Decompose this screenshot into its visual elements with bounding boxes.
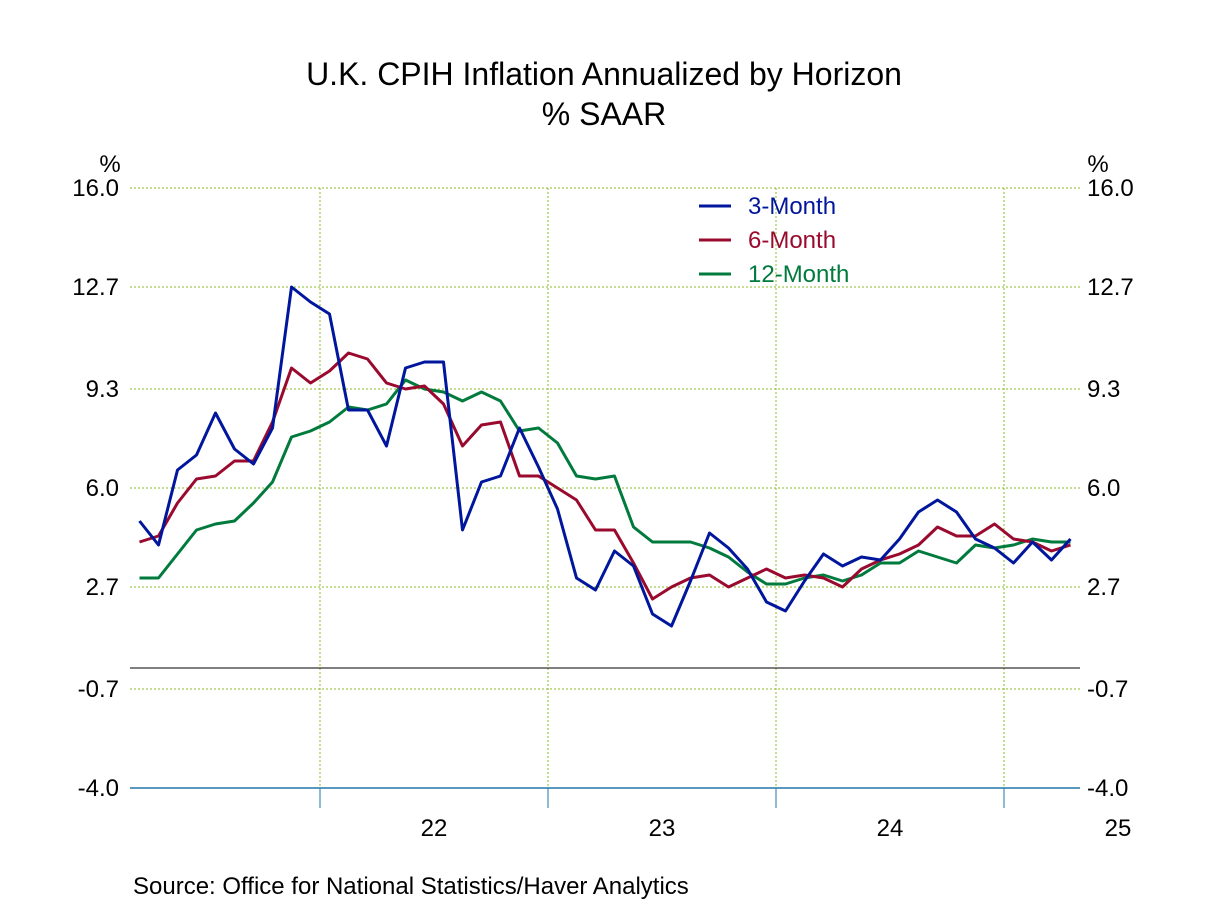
y-tick-label-right: 6.0 bbox=[1087, 475, 1120, 502]
y-tick-label-right: 12.7 bbox=[1087, 274, 1134, 301]
x-tick-label: 25 bbox=[1105, 815, 1132, 842]
legend-label-12-month: 12-Month bbox=[748, 261, 849, 288]
chart-subtitle: % SAAR bbox=[542, 96, 666, 132]
y-unit-right: % bbox=[1087, 151, 1108, 178]
y-tick-label-left: 12.7 bbox=[72, 274, 119, 301]
legend: 3-Month 6-Month 12-Month bbox=[699, 193, 849, 288]
series-line-6-month bbox=[139, 351, 1071, 601]
x-tick-label: 24 bbox=[877, 815, 904, 842]
y-tick-label-left: 6.0 bbox=[86, 475, 119, 502]
chart-title: U.K. CPIH Inflation Annualized by Horizo… bbox=[306, 56, 902, 92]
legend-label-6-month: 6-Month bbox=[748, 227, 836, 254]
source-note: Source: Office for National Statistics/H… bbox=[133, 873, 689, 900]
legend-label-3-month: 3-Month bbox=[748, 193, 836, 220]
y-tick-label-right: -4.0 bbox=[1087, 775, 1128, 802]
axis-ticks: 16.0 16.0 12.7 12.7 9.3 9.3 6.0 6.0 2.7 2.7 -0.7 -0… bbox=[72, 175, 1133, 842]
y-tick-label-left: -0.7 bbox=[78, 676, 119, 703]
x-tick-label: 23 bbox=[649, 815, 676, 842]
y-unit-left: % bbox=[99, 151, 120, 178]
y-tick-label-left: -4.0 bbox=[78, 775, 119, 802]
y-tick-label-left: 9.3 bbox=[86, 376, 119, 403]
y-tick-label-right: 2.7 bbox=[1087, 574, 1120, 601]
y-tick-label-right: 16.0 bbox=[1087, 175, 1134, 202]
y-tick-label-right: 9.3 bbox=[1087, 376, 1120, 403]
grid bbox=[130, 187, 1080, 789]
y-tick-label-right: -0.7 bbox=[1087, 676, 1128, 703]
x-tick-label: 22 bbox=[421, 815, 448, 842]
series-lines bbox=[138, 285, 1072, 628]
series-line-12-month bbox=[139, 378, 1071, 586]
y-tick-label-left: 16.0 bbox=[72, 175, 119, 202]
y-tick-label-left: 2.7 bbox=[86, 574, 119, 601]
series-line-3-month bbox=[138, 285, 1072, 628]
